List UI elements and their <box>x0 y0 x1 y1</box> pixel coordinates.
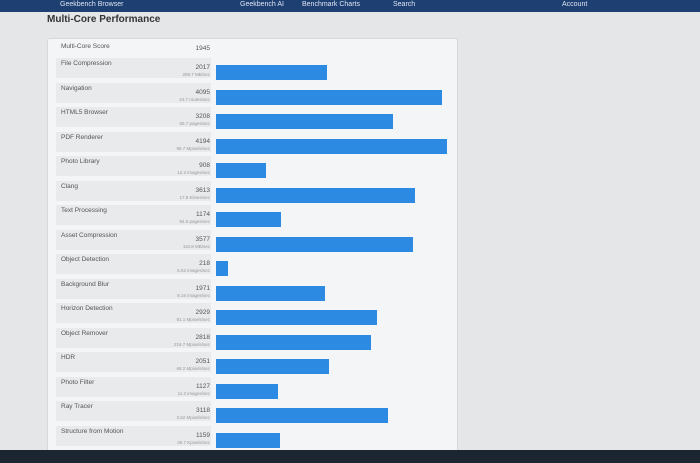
benchmark-rate: 94.0 pages/sec <box>179 219 210 224</box>
score-value: 1945 <box>195 45 210 52</box>
brand[interactable]: Geekbench Browser <box>60 1 124 8</box>
benchmark-score: 4095 <box>195 88 210 96</box>
score-bar <box>216 334 372 350</box>
score-bar <box>216 187 415 203</box>
benchmark-rate: 289.7 MB/sec <box>182 72 210 77</box>
nav-item[interactable]: Benchmark Charts <box>302 1 360 8</box>
benchmark-score: 908 <box>199 162 210 169</box>
benchmark-name: Text Processing <box>56 205 211 225</box>
benchmark-rate: 12.3 images/sec <box>177 170 210 175</box>
benchmark-name: Object Detection <box>56 254 211 274</box>
score-bar <box>216 408 388 423</box>
benchmark-rate: 8.16 images/sec <box>177 292 210 298</box>
nav-bar: Geekbench Browser Geekbench AI Benchmark… <box>0 0 700 12</box>
benchmark-score: 3613 <box>195 186 210 194</box>
benchmark-score: 1971 <box>195 284 210 292</box>
benchmark-name: File Compression <box>56 58 211 78</box>
nav-item[interactable]: Geekbench AI <box>240 1 284 8</box>
benchmark-score: 3577 <box>195 235 210 243</box>
score-bar <box>216 383 279 399</box>
benchmark-score: 2818 <box>195 333 210 341</box>
benchmark-rate: 3.62 Mpixels/sec <box>176 415 210 420</box>
score-bar <box>216 212 281 227</box>
score-label: Multi-Core Score <box>61 43 110 50</box>
benchmark-rate: 68.2 Mpixels/sec <box>176 366 210 371</box>
benchmark-name: Horizon Detection <box>56 303 211 323</box>
score-bar <box>216 89 442 105</box>
score-bar <box>216 359 329 374</box>
benchmark-name: Photo Filter <box>56 376 211 397</box>
benchmark-name: HDR <box>56 352 211 372</box>
benchmark-score: 2017 <box>195 64 210 71</box>
benchmark-rate: 96.7 Mpixels/sec <box>176 145 210 151</box>
benchmark-score: 4194 <box>195 137 210 145</box>
nav-item[interactable]: Search <box>393 1 416 8</box>
benchmark-rate: 91.1 Mpixels/sec <box>176 317 210 322</box>
benchmark-rate: 110.8 MB/sec <box>182 243 210 249</box>
results-panel: Multi-Core Score 1945 File Compression 20… <box>47 38 458 452</box>
score-bar <box>216 432 280 448</box>
benchmark-rate: 24.7 routes/sec <box>179 96 210 102</box>
benchmark-score: 2051 <box>195 358 210 365</box>
score-bar <box>216 65 328 80</box>
score-bar <box>216 236 414 252</box>
score-bar <box>216 114 393 129</box>
benchmark-score: 1127 <box>196 382 210 390</box>
benchmark-rate: 36.7 Kpixels/sec <box>177 439 210 445</box>
benchmark-rate: 17.8 Klines/sec <box>179 194 210 200</box>
benchmark-name: Background Blur <box>56 278 211 299</box>
benchmark-name: HTML5 Browser <box>56 107 211 127</box>
score-bar <box>216 285 325 301</box>
score-bar <box>216 310 378 325</box>
benchmark-score: 1159 <box>196 431 210 439</box>
benchmark-rate: 11.2 images/sec <box>177 390 210 396</box>
benchmark-name: Object Remover <box>56 327 211 348</box>
benchmark-rate: 216.7 Mpixels/sec <box>173 341 210 347</box>
benchmark-name: Photo Library <box>56 156 211 176</box>
benchmark-name: Structure from Motion <box>56 425 211 446</box>
benchmark-name: Ray Tracer <box>56 401 211 421</box>
benchmark-score: 3118 <box>196 407 210 414</box>
benchmark-score: 3208 <box>195 113 210 120</box>
nav-item[interactable]: Account <box>562 1 588 8</box>
benchmark-score: 218 <box>199 260 210 267</box>
benchmark-score: 2929 <box>195 309 210 316</box>
page-title: Multi-Core Performance <box>47 14 161 25</box>
taskbar <box>0 450 700 463</box>
benchmark-name: Asset Compression <box>56 229 211 250</box>
score-bar <box>216 138 447 154</box>
score-bar <box>216 163 266 178</box>
benchmark-rate: 65.7 pages/sec <box>179 121 210 126</box>
benchmark-score: 1174 <box>196 211 210 218</box>
score-bar <box>216 261 228 276</box>
benchmark-name: Clang <box>56 180 211 201</box>
benchmark-rate: 6.52 images/sec <box>177 268 210 273</box>
benchmark-name: Navigation <box>56 82 211 103</box>
benchmark-name: PDF Renderer <box>56 131 211 152</box>
